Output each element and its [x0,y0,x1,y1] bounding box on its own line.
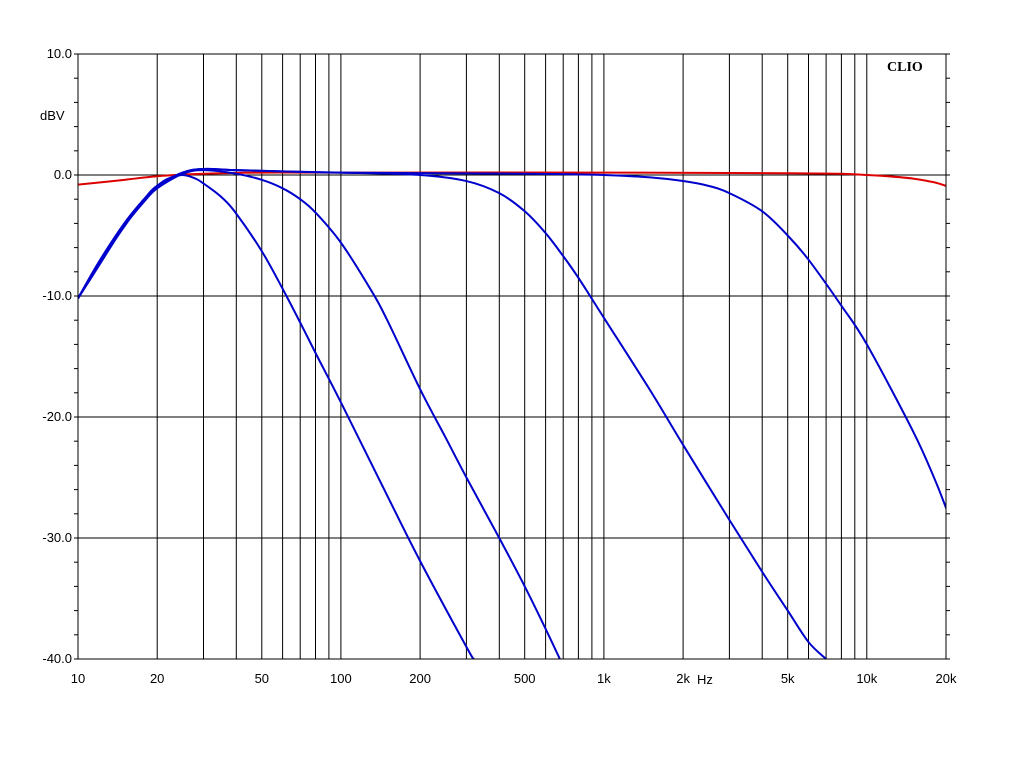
x-tick-label: 500 [514,671,536,686]
x-axis-ticks: 10 20 50 100 200 500 1k 2k 5k 10k 20k [71,671,957,686]
x-tick-label: 10 [71,671,85,686]
y-tick-label: 10.0 [47,46,72,61]
blue-response-curve-2 [78,169,561,659]
x-tick-label: 2k [676,671,690,686]
y-axis-label: dBV [40,108,65,123]
clio-brand-label: CLIO [887,60,923,75]
x-tick-label: 200 [409,671,431,686]
x-axis-unit: Hz [697,672,713,687]
y-axis-ticks: 10.0 0.0 -10.0 -20.0 -30.0 -40.0 [42,46,72,666]
x-tick-label: 50 [255,671,269,686]
x-tick-label: 20k [936,671,957,686]
x-tick-label: 20 [150,671,164,686]
x-tick-label: 1k [597,671,611,686]
data-series [78,167,946,659]
x-tick-label: 100 [330,671,352,686]
y-tick-label: -20.0 [42,409,72,424]
blue-response-curve-4 [78,167,946,511]
grid [74,53,950,660]
y-tick-label: -30.0 [42,530,72,545]
plot-frame [77,53,947,660]
y-tick-label: -40.0 [42,651,72,666]
x-tick-label: 5k [781,671,795,686]
y-tick-label: -10.0 [42,288,72,303]
x-tick-label: 10k [856,671,877,686]
y-tick-label: 0.0 [54,167,72,182]
